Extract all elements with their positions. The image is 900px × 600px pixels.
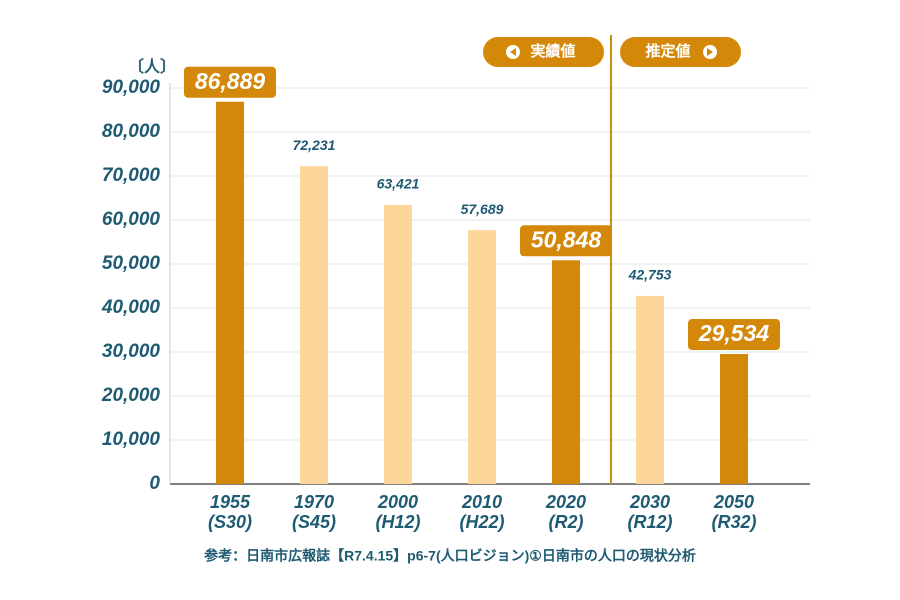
value-label: 42,753 <box>628 267 672 283</box>
y-tick-label: 50,000 <box>102 253 161 274</box>
y-tick-label: 10,000 <box>102 429 161 450</box>
bar <box>300 166 328 484</box>
pill-arrow <box>510 48 516 56</box>
bar <box>552 260 580 484</box>
forecast-label: 推定値 <box>645 42 690 60</box>
x-tick-sublabel: (S30) <box>208 512 252 532</box>
forecast-pill <box>620 37 741 67</box>
value-label-box <box>520 225 612 257</box>
x-tick-sublabel: (H22) <box>459 512 504 532</box>
x-tick-sublabel: (R32) <box>711 512 756 532</box>
x-tick-sublabel: (R2) <box>549 512 584 532</box>
actual-pill <box>483 37 604 67</box>
y-tick-label: 40,000 <box>101 297 161 318</box>
bar <box>468 230 496 484</box>
y-tick-label: 70,000 <box>102 165 161 186</box>
bar <box>636 295 664 484</box>
value-label: 57,689 <box>461 201 504 217</box>
y-tick-label: 60,000 <box>102 209 161 230</box>
y-tick-label: 0 <box>149 473 160 494</box>
value-label: 29,534 <box>698 320 770 346</box>
x-tick-label: 2020 <box>545 492 586 512</box>
x-tick-label: 1955 <box>210 492 251 512</box>
value-label: 72,231 <box>293 137 336 153</box>
bar <box>384 204 412 484</box>
y-tick-label: 80,000 <box>102 121 161 142</box>
actual-label: 実績値 <box>530 42 575 60</box>
x-tick-label: 2050 <box>713 492 754 512</box>
y-tick-label: 30,000 <box>102 341 161 362</box>
x-tick-sublabel: (S45) <box>292 512 336 532</box>
x-tick-label: 2000 <box>377 492 418 512</box>
x-tick-label: 2030 <box>629 492 670 512</box>
unit-label: 〔人〕 <box>128 58 176 76</box>
value-label-box <box>184 66 276 98</box>
bar <box>720 354 748 484</box>
x-tick-sublabel: (R12) <box>627 512 672 532</box>
value-label: 50,848 <box>531 226 602 252</box>
value-label: 86,889 <box>195 68 266 94</box>
y-tick-label: 20,000 <box>101 385 161 406</box>
value-label: 63,421 <box>377 176 420 192</box>
bar <box>216 101 244 484</box>
value-label-box <box>688 319 780 351</box>
source: 参考：日南市広報誌【R7.4.15】p6-7(人口ビジョン)①日南市の人口の現状… <box>204 548 696 564</box>
x-tick-label: 1970 <box>294 492 334 512</box>
x-tick-sublabel: (H12) <box>375 512 420 532</box>
pill-arrow <box>707 48 713 56</box>
x-tick-label: 2010 <box>461 492 502 512</box>
y-tick-label: 90,000 <box>102 77 161 98</box>
